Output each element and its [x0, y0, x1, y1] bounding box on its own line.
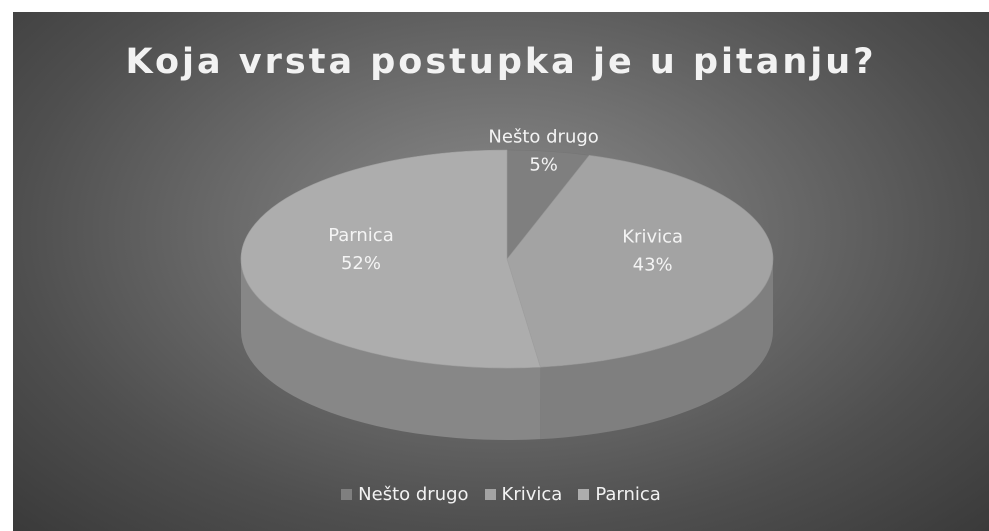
legend-swatch-2	[578, 489, 590, 500]
pie-slice-1	[506, 155, 774, 368]
pie-data-labels: Nešto drugo 5% Krivica 43% Parnica 52%	[328, 126, 683, 275]
legend-item-2: Parnica	[578, 484, 661, 505]
pie-slices	[240, 149, 774, 369]
legend-label-1: Krivica	[501, 484, 563, 505]
slice-label-1: Krivica	[622, 227, 683, 248]
pie-side-1	[540, 259, 773, 440]
slice-label-0: Nešto drugo	[488, 126, 598, 147]
legend: Nešto drugo Krivica Parnica	[13, 484, 989, 505]
chart-area: Koja vrsta postupka je u pitanju? Nešto …	[13, 12, 989, 531]
slice-label-2: Parnica	[328, 225, 394, 246]
slice-value-1: 43%	[633, 255, 673, 276]
pie-side-2	[241, 259, 541, 440]
legend-swatch-1	[484, 489, 496, 500]
legend-item-0: Nešto drugo	[341, 484, 469, 505]
legend-label-2: Parnica	[595, 484, 661, 505]
slice-value-0: 5%	[529, 154, 558, 175]
legend-label-0: Nešto drugo	[358, 484, 469, 505]
slice-value-2: 52%	[341, 253, 381, 274]
pie-chart: Nešto drugo 5% Krivica 43% Parnica 52%	[240, 126, 774, 440]
pie-slice-2	[240, 149, 541, 369]
legend-item-1: Krivica	[484, 484, 563, 505]
pie-side-walls	[241, 259, 773, 440]
chart-title: Koja vrsta postupka je u pitanju?	[125, 42, 877, 82]
legend-swatch-0	[341, 489, 353, 500]
